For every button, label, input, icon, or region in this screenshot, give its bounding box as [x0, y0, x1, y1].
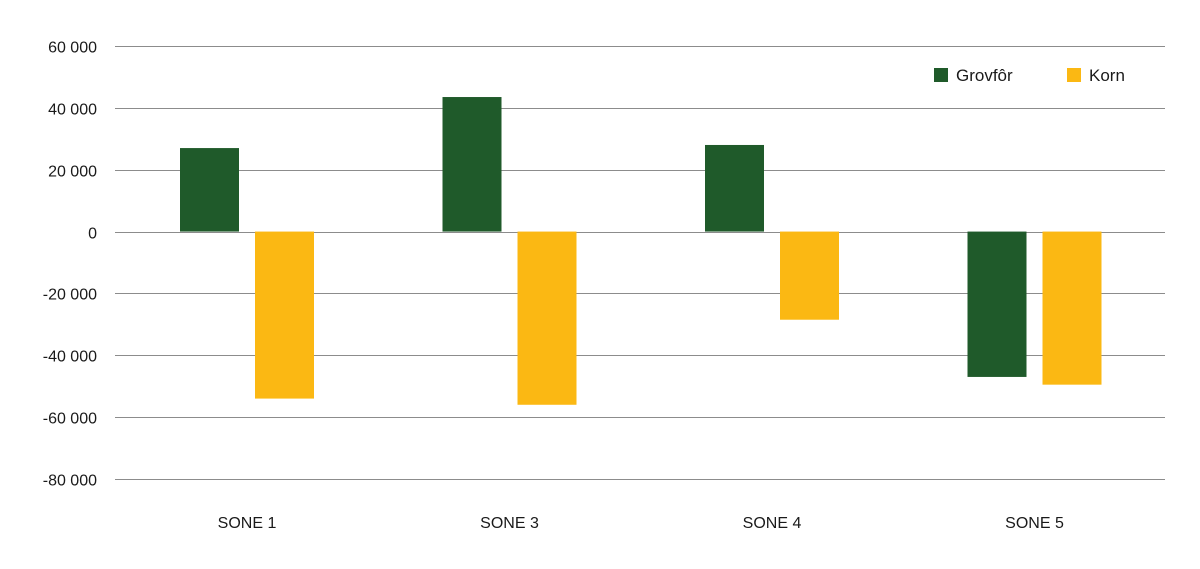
y-tick-label: 40 000 — [48, 102, 97, 119]
bar-korn-sone-5 — [1042, 231, 1102, 385]
legend-swatch-grovfor — [934, 68, 948, 82]
legend-label-korn: Korn — [1089, 66, 1125, 85]
bar-korn-sone-4 — [780, 231, 839, 320]
legend-label-grovfor: Grovfôr — [956, 66, 1013, 85]
legend: Grovfôr Korn — [934, 66, 1125, 85]
legend-swatch-korn — [1067, 68, 1081, 82]
bar-grovf-r-sone-1 — [180, 148, 239, 232]
y-tick-label: -60 000 — [43, 411, 97, 428]
y-axis-tick-labels: 60 000 40 000 20 000 0 -20 000 -40 000 -60 000… — [43, 40, 97, 490]
bar-grovf-r-sone-4 — [705, 144, 764, 232]
bars — [180, 97, 1102, 405]
y-tick-label: 20 000 — [48, 164, 97, 181]
x-category-label: SONE 5 — [1005, 515, 1064, 532]
x-axis-category-labels: SONE 1 SONE 3 SONE 4 SONE 5 — [218, 515, 1064, 532]
bar-korn-sone-3 — [517, 231, 577, 405]
x-category-label: SONE 4 — [743, 515, 802, 532]
y-tick-label: 0 — [88, 226, 97, 243]
bar-korn-sone-1 — [255, 231, 314, 399]
y-tick-label: -80 000 — [43, 473, 97, 490]
y-tick-label: -40 000 — [43, 349, 97, 366]
y-tick-label: 60 000 — [48, 40, 97, 57]
x-category-label: SONE 3 — [480, 515, 539, 532]
y-tick-label: -20 000 — [43, 287, 97, 304]
bar-grovf-r-sone-5 — [967, 231, 1027, 377]
x-category-label: SONE 1 — [218, 515, 277, 532]
bar-grovf-r-sone-3 — [442, 97, 502, 232]
